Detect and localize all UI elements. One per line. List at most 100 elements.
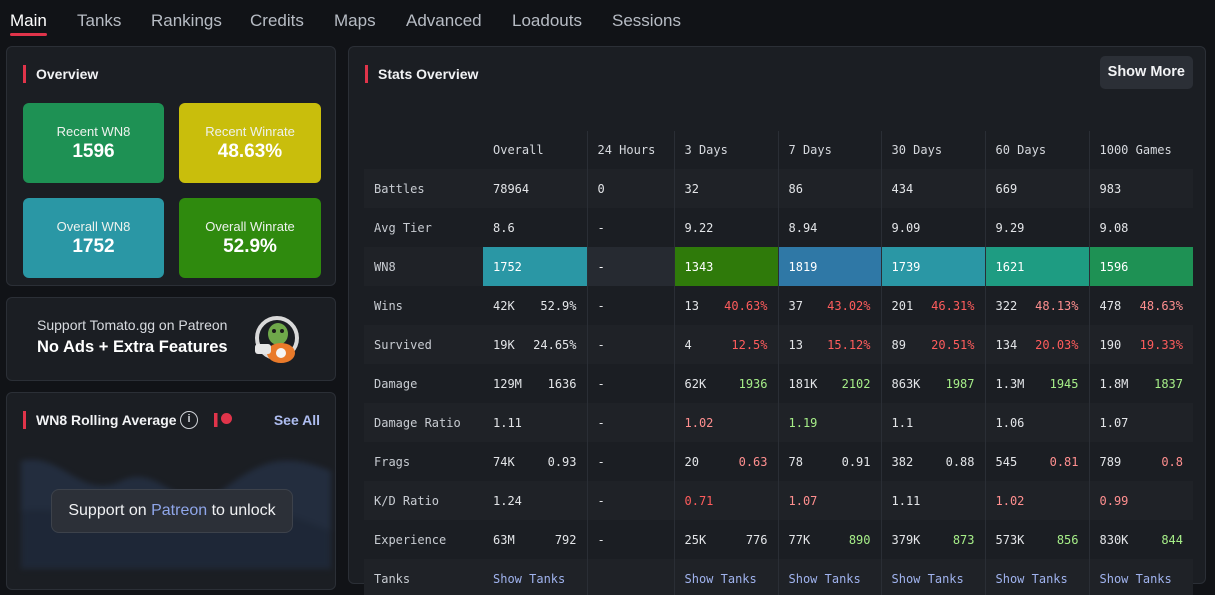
tab-tanks[interactable]: Tanks — [77, 11, 122, 30]
overview-title: Overview — [23, 65, 98, 83]
show-tanks-link[interactable]: Show Tanks — [1099, 571, 1172, 586]
cell-tanks-30-days: Show Tanks — [880, 559, 985, 595]
cell-wins-1000-games: 478 48.63% — [1088, 286, 1193, 325]
cell-wins-60-days: 322 48.13% — [984, 286, 1089, 325]
cell-primary-value: 545 — [995, 454, 1018, 469]
tab-sessions[interactable]: Sessions — [612, 11, 681, 30]
cell-secondary-value: 0.91 — [841, 454, 871, 469]
cell-wn8-30-days: 1739 — [880, 247, 985, 286]
cell-battles-60-days: 669 — [984, 169, 1089, 208]
cell-tanks-1000-games: Show Tanks — [1088, 559, 1193, 595]
cell-experience-60-days: 573K 856 — [984, 520, 1089, 559]
cell-primary-value: - — [597, 532, 605, 547]
cell-damage-3-days: 62K 1936 — [673, 364, 778, 403]
row-label: Avg Tier — [374, 220, 432, 235]
row-label: Damage Ratio — [364, 403, 483, 442]
overall-winrate-value: 52.9% — [223, 235, 277, 257]
patreon-icon — [214, 413, 232, 427]
cell-secondary-value: 52.9% — [540, 298, 577, 313]
cell-damage-60-days: 1.3M 1945 — [984, 364, 1089, 403]
row-label: Tanks — [364, 559, 483, 595]
cell-primary-value: 20 — [684, 454, 699, 469]
cell-secondary-value: 43.02% — [827, 298, 871, 313]
cell-primary-value: - — [597, 376, 605, 391]
cell-damage-1000-games: 1.8M 1837 — [1088, 364, 1193, 403]
cell-primary-value: 201 — [891, 298, 914, 313]
stats-row-avg-tier: Avg Tier 8.6 -9.22 8.94 9.09 9.29 9.08 — [364, 208, 1193, 247]
show-tanks-link[interactable]: Show Tanks — [684, 571, 757, 586]
show-tanks-link[interactable]: Show Tanks — [995, 571, 1068, 586]
cell-avg-tier-24-hours: - — [586, 208, 674, 247]
row-label: Experience — [374, 532, 447, 547]
cell-secondary-value: 0.63 — [738, 454, 768, 469]
recent-winrate-label: Recent Winrate — [205, 123, 295, 139]
cell-battles-7-days: 86 — [777, 169, 881, 208]
info-icon[interactable]: i — [180, 411, 198, 429]
cell-secondary-value: 19.33% — [1139, 337, 1183, 352]
unlock-suffix-text: to unlock — [211, 502, 276, 519]
col-header-30-days: 30 Days — [880, 131, 985, 169]
cell-primary-value: 25K — [684, 532, 707, 547]
cell-secondary-value: 12.5% — [731, 337, 768, 352]
patreon-promo-card[interactable]: Support Tomato.gg on Patreon No Ads + Ex… — [6, 297, 336, 381]
show-tanks-link[interactable]: Show Tanks — [891, 571, 964, 586]
see-all-link[interactable]: See All — [273, 412, 320, 428]
wn8-rolling-card: WN8 Rolling Average i See All Support on… — [6, 392, 336, 590]
stats-overview-card: Stats Overview Show More Overall 24 Hour… — [348, 46, 1206, 595]
cell-primary-value: - — [597, 454, 605, 469]
cell-frags-overall: 74K 0.93 — [483, 442, 587, 481]
cell-secondary-value: 24.65% — [533, 337, 577, 352]
patreon-unlock-link[interactable]: Patreon — [151, 502, 208, 519]
wn8-rolling-title: WN8 Rolling Average — [23, 411, 177, 429]
cell-primary-value: 78 — [788, 454, 803, 469]
cell-wins-7-days: 37 43.02% — [777, 286, 881, 325]
cell-primary-value: 1.8M — [1099, 376, 1129, 391]
cell-battles-overall: 78964 — [483, 169, 587, 208]
tab-credits[interactable]: Credits — [250, 11, 304, 30]
cell-secondary-value: 873 — [952, 532, 975, 547]
cell-avg-tier-overall: 8.6 — [493, 220, 515, 235]
cell-tanks-3-days: Show Tanks — [673, 559, 778, 595]
cell-primary-value: 190 — [1099, 337, 1122, 352]
cell-primary-value: 42K — [493, 298, 515, 313]
cell-damage-ratio-3-days: 1.02 — [673, 403, 778, 442]
patreon-unlock-banner: Support on Patreon to unlock — [51, 489, 293, 533]
tab-loadouts[interactable]: Loadouts — [512, 11, 582, 30]
cell-wins-24-hours: - — [586, 286, 674, 325]
cell-primary-value: 89 — [891, 337, 906, 352]
tab-advanced[interactable]: Advanced — [406, 11, 482, 30]
cell-damage-ratio-1000-games: 1.07 — [1088, 403, 1193, 442]
cell-damage-ratio-7-days: 1.19 — [777, 403, 881, 442]
show-more-button[interactable]: Show More — [1099, 56, 1193, 89]
show-tanks-link[interactable]: Show Tanks — [493, 571, 566, 586]
cell-secondary-value: 48.13% — [1035, 298, 1079, 313]
cell-primary-value: 129M — [493, 376, 522, 391]
cell-primary-value: 13 — [788, 337, 803, 352]
cell-damage-ratio-60-days: 1.06 — [984, 403, 1089, 442]
tab-maps[interactable]: Maps — [334, 11, 376, 30]
cell-primary-value: 789 — [1099, 454, 1122, 469]
cell-frags-3-days: 20 0.63 — [673, 442, 778, 481]
stats-row-survived: Survived 19K 24.65% - 4 12.5% 13 15.12% 89 20.51%… — [364, 325, 1193, 364]
recent-wn8-label: Recent WN8 — [56, 123, 131, 139]
cell-secondary-value: 792 — [554, 532, 577, 547]
show-tanks-link[interactable]: Show Tanks — [788, 571, 861, 586]
col-header-overall: Overall — [493, 143, 544, 157]
cell-primary-value: 63M — [493, 532, 515, 547]
col-header-24-hours: 24 Hours — [586, 131, 674, 169]
cell-avg-tier-1000-games: 9.08 — [1088, 208, 1193, 247]
cell-secondary-value: 48.63% — [1139, 298, 1183, 313]
cell-frags-24-hours: - — [586, 442, 674, 481]
cell-secondary-value: 0.81 — [1049, 454, 1079, 469]
row-label: Damage — [374, 376, 418, 391]
tab-rankings[interactable]: Rankings — [151, 11, 222, 30]
cell-survived-1000-games: 190 19.33% — [1088, 325, 1193, 364]
stats-row-frags: Frags 74K 0.93-20 0.63 78 0.91 382 0.88 545 0.81 7… — [364, 442, 1193, 481]
cell-primary-value: 322 — [995, 298, 1018, 313]
cell-wn8-1000-games: 1596 — [1088, 247, 1193, 286]
cell-secondary-value: 0.8 — [1161, 454, 1183, 469]
tab-main[interactable]: Main — [10, 11, 47, 30]
cell-kd-ratio-3-days: 0.71 — [673, 481, 778, 520]
cell-kd-ratio-60-days: 1.02 — [984, 481, 1089, 520]
cell-secondary-value: 15.12% — [827, 337, 871, 352]
